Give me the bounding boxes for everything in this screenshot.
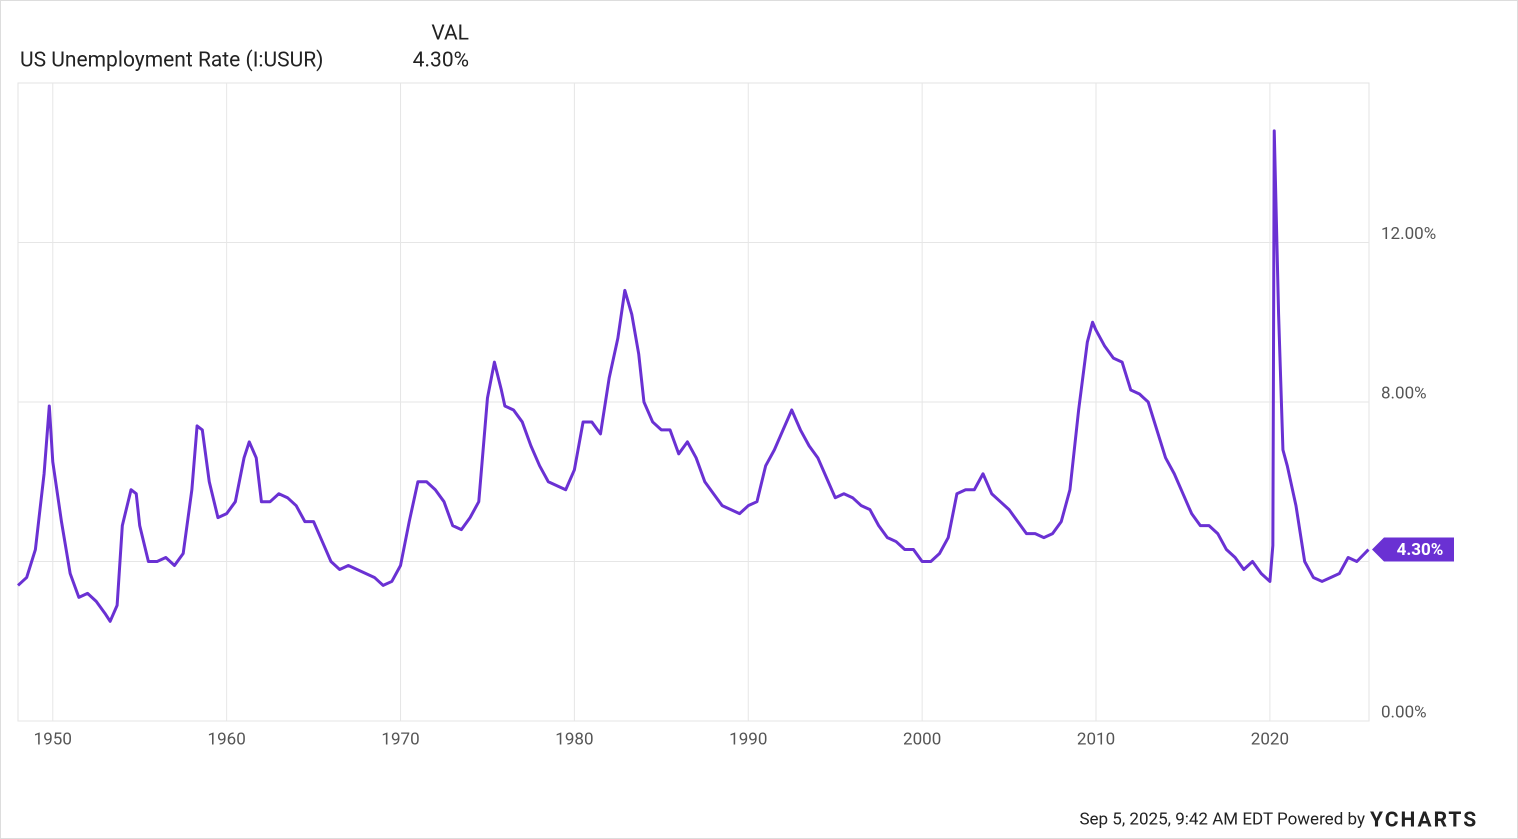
y-tick-label: 12.00% bbox=[1381, 224, 1436, 244]
end-label-badge bbox=[1372, 537, 1454, 562]
brand: YCHARTS bbox=[1370, 809, 1478, 833]
end-label: 4.30% bbox=[1397, 540, 1444, 560]
legend-value: 4.30% bbox=[413, 49, 469, 73]
x-tick-label: 1990 bbox=[729, 729, 767, 749]
line bbox=[16, 129, 1370, 623]
x-tick-label: 1950 bbox=[34, 729, 72, 749]
x-tick-label: 1980 bbox=[555, 729, 593, 749]
x-tick-label: 1960 bbox=[208, 729, 246, 749]
x-tick-label: 2020 bbox=[1251, 729, 1289, 749]
footer: Sep 5, 2025, 9:42 AM EDT Powered by bbox=[1079, 809, 1365, 829]
x-tick-label: 2000 bbox=[903, 729, 941, 749]
y-tick-label: 0.00% bbox=[1381, 702, 1427, 722]
x-tick-label: 1970 bbox=[381, 729, 419, 749]
legend-name: US Unemployment Rate (I:USUR) bbox=[20, 49, 323, 73]
y-tick-label: 8.00% bbox=[1381, 383, 1427, 403]
legend-header: VAL bbox=[431, 22, 469, 46]
x-tick-label: 2010 bbox=[1077, 729, 1115, 749]
